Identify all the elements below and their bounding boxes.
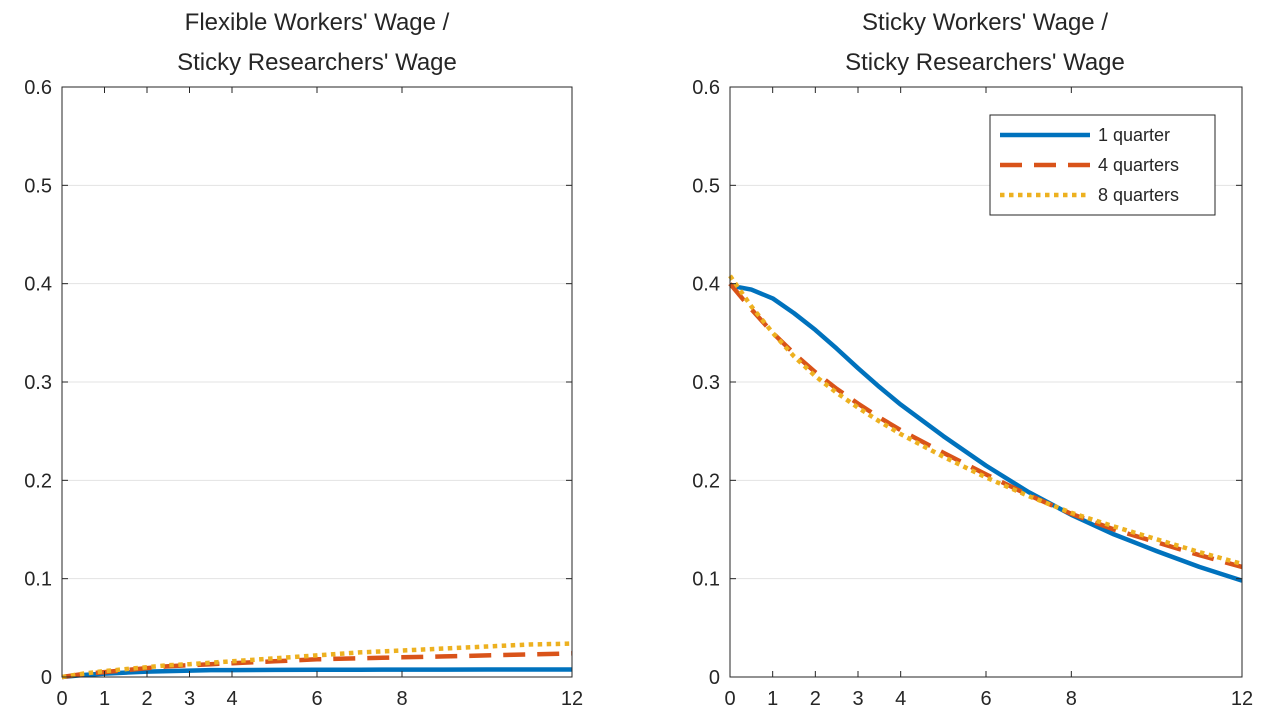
right-chart-panel: Sticky Workers' Wage / Sticky Researcher… xyxy=(692,9,1253,710)
left-chart-y-tick-label-3: 0.3 xyxy=(24,372,52,394)
left-chart-y-tick-label-2: 0.2 xyxy=(24,470,52,492)
right-chart-y-tick-label-3: 0.3 xyxy=(692,372,720,394)
left-chart-series-line-1 xyxy=(61,651,573,680)
left-chart-y-tick-label-6: 0.6 xyxy=(24,77,52,99)
right-chart-y-tick-label-2: 0.2 xyxy=(692,470,720,492)
right-chart-x-tick-label-2: 2 xyxy=(810,688,821,710)
right-chart-x-tick-label-7: 12 xyxy=(1231,688,1253,710)
legend-box xyxy=(989,114,1216,216)
left-chart-x-tick-label-7: 12 xyxy=(561,688,583,710)
left-chart-grid xyxy=(62,86,572,678)
right-chart-x-tick-label-1: 1 xyxy=(767,688,778,710)
left-chart-x-tick-label-4: 4 xyxy=(226,688,237,710)
right-chart-y-tick-label-0: 0 xyxy=(709,667,720,689)
right-chart-x-tick-label-4: 4 xyxy=(895,688,906,710)
left-chart-y-tick-label-5: 0.5 xyxy=(24,175,52,197)
legend-label-8-quarters: 8 quarters xyxy=(1098,185,1179,205)
left-chart-x-tick-label-1: 1 xyxy=(99,688,110,710)
legend-label-4-quarters: 4 quarters xyxy=(1098,155,1179,175)
left-chart-panel: Flexible Workers' Wage / Sticky Research… xyxy=(24,9,583,710)
right-chart-x-tick-label-6: 8 xyxy=(1066,688,1077,710)
left-chart-series-line-0 xyxy=(61,667,572,680)
right-chart-title-line-1: Sticky Workers' Wage / xyxy=(862,9,1108,36)
left-chart-x-tick-label-2: 2 xyxy=(141,688,152,710)
right-chart-series xyxy=(728,274,1243,583)
right-chart-x-tick-label-5: 6 xyxy=(980,688,991,710)
chart-legend: 1 quarter 4 quarters 8 quarters xyxy=(989,114,1216,216)
right-chart-title-line-2: Sticky Researchers' Wage xyxy=(845,49,1125,76)
left-chart-x-tick-label-5: 6 xyxy=(311,688,322,710)
left-chart-x-tick-label-0: 0 xyxy=(56,688,67,710)
right-chart-x-tick-label-0: 0 xyxy=(724,688,735,710)
right-chart-y-tick-label-4: 0.4 xyxy=(692,274,720,296)
left-chart-title-line-2: Sticky Researchers' Wage xyxy=(177,49,457,76)
left-chart-title-line-1: Flexible Workers' Wage / xyxy=(185,9,450,36)
left-chart-y-tick-label-0: 0 xyxy=(41,667,52,689)
right-chart-y-tick-label-5: 0.5 xyxy=(692,175,720,197)
left-chart-x-tick-label-3: 3 xyxy=(184,688,195,710)
right-chart-series-line-2 xyxy=(728,274,1243,567)
legend-label-1-quarter: 1 quarter xyxy=(1098,125,1170,145)
right-chart-series-line-1 xyxy=(728,282,1243,570)
left-chart-y-tick-label-4: 0.4 xyxy=(24,274,52,296)
right-chart-y-tick-label-1: 0.1 xyxy=(692,569,720,591)
left-chart-series-line-2 xyxy=(61,641,573,680)
left-chart-y-tick-label-1: 0.1 xyxy=(24,569,52,591)
left-chart-x-tick-label-6: 8 xyxy=(396,688,407,710)
right-chart-y-tick-label-6: 0.6 xyxy=(692,77,720,99)
right-chart-x-tick-label-3: 3 xyxy=(852,688,863,710)
left-chart-series xyxy=(61,641,573,680)
right-chart-series-line-0 xyxy=(729,283,1243,583)
